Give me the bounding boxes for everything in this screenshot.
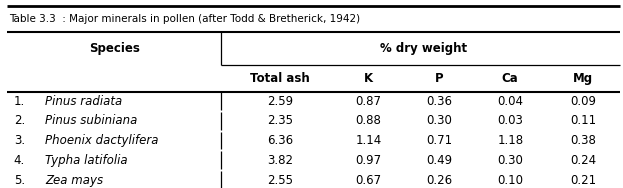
Text: 1.14: 1.14 (355, 134, 382, 147)
Text: 3.: 3. (14, 134, 25, 147)
Text: 2.35: 2.35 (267, 114, 293, 127)
Text: Mg: Mg (573, 72, 593, 85)
Text: 0.09: 0.09 (570, 95, 596, 108)
Text: 1.18: 1.18 (497, 134, 523, 147)
Text: 0.10: 0.10 (497, 174, 523, 186)
Text: 0.04: 0.04 (497, 95, 523, 108)
Text: 0.49: 0.49 (426, 154, 452, 167)
Text: 2.: 2. (14, 114, 25, 127)
Text: Typha latifolia: Typha latifolia (45, 154, 128, 167)
Text: 0.38: 0.38 (570, 134, 596, 147)
Text: 2.55: 2.55 (267, 174, 293, 186)
Text: 0.30: 0.30 (426, 114, 452, 127)
Text: 0.03: 0.03 (497, 114, 523, 127)
Text: Pinus radiata: Pinus radiata (45, 95, 123, 108)
Text: Species: Species (89, 42, 140, 55)
Text: Total ash: Total ash (250, 72, 310, 85)
Text: 0.97: 0.97 (356, 154, 381, 167)
Text: 0.11: 0.11 (570, 114, 596, 127)
Text: 5.: 5. (14, 174, 25, 186)
Text: K: K (364, 72, 373, 85)
Text: 3.82: 3.82 (267, 154, 293, 167)
Text: 0.21: 0.21 (570, 174, 596, 186)
Text: 0.26: 0.26 (426, 174, 452, 186)
Text: 0.87: 0.87 (356, 95, 381, 108)
Text: 0.67: 0.67 (356, 174, 381, 186)
Text: 0.36: 0.36 (426, 95, 452, 108)
Text: 1.: 1. (14, 95, 25, 108)
Text: 0.30: 0.30 (497, 154, 523, 167)
Text: % dry weight: % dry weight (380, 42, 467, 55)
Text: Pinus subiniana: Pinus subiniana (45, 114, 138, 127)
Text: 6.36: 6.36 (267, 134, 293, 147)
Text: 0.88: 0.88 (356, 114, 381, 127)
Text: Table 3.3  : Major minerals in pollen (after Todd & Bretherick, 1942): Table 3.3 : Major minerals in pollen (af… (9, 14, 360, 24)
Text: 0.71: 0.71 (426, 134, 452, 147)
Text: 2.59: 2.59 (267, 95, 293, 108)
Text: P: P (435, 72, 444, 85)
Text: 4.: 4. (14, 154, 25, 167)
Text: Zea mays: Zea mays (45, 174, 103, 186)
Text: Phoenix dactylifera: Phoenix dactylifera (45, 134, 159, 147)
Text: 0.24: 0.24 (570, 154, 596, 167)
Text: Ca: Ca (502, 72, 518, 85)
